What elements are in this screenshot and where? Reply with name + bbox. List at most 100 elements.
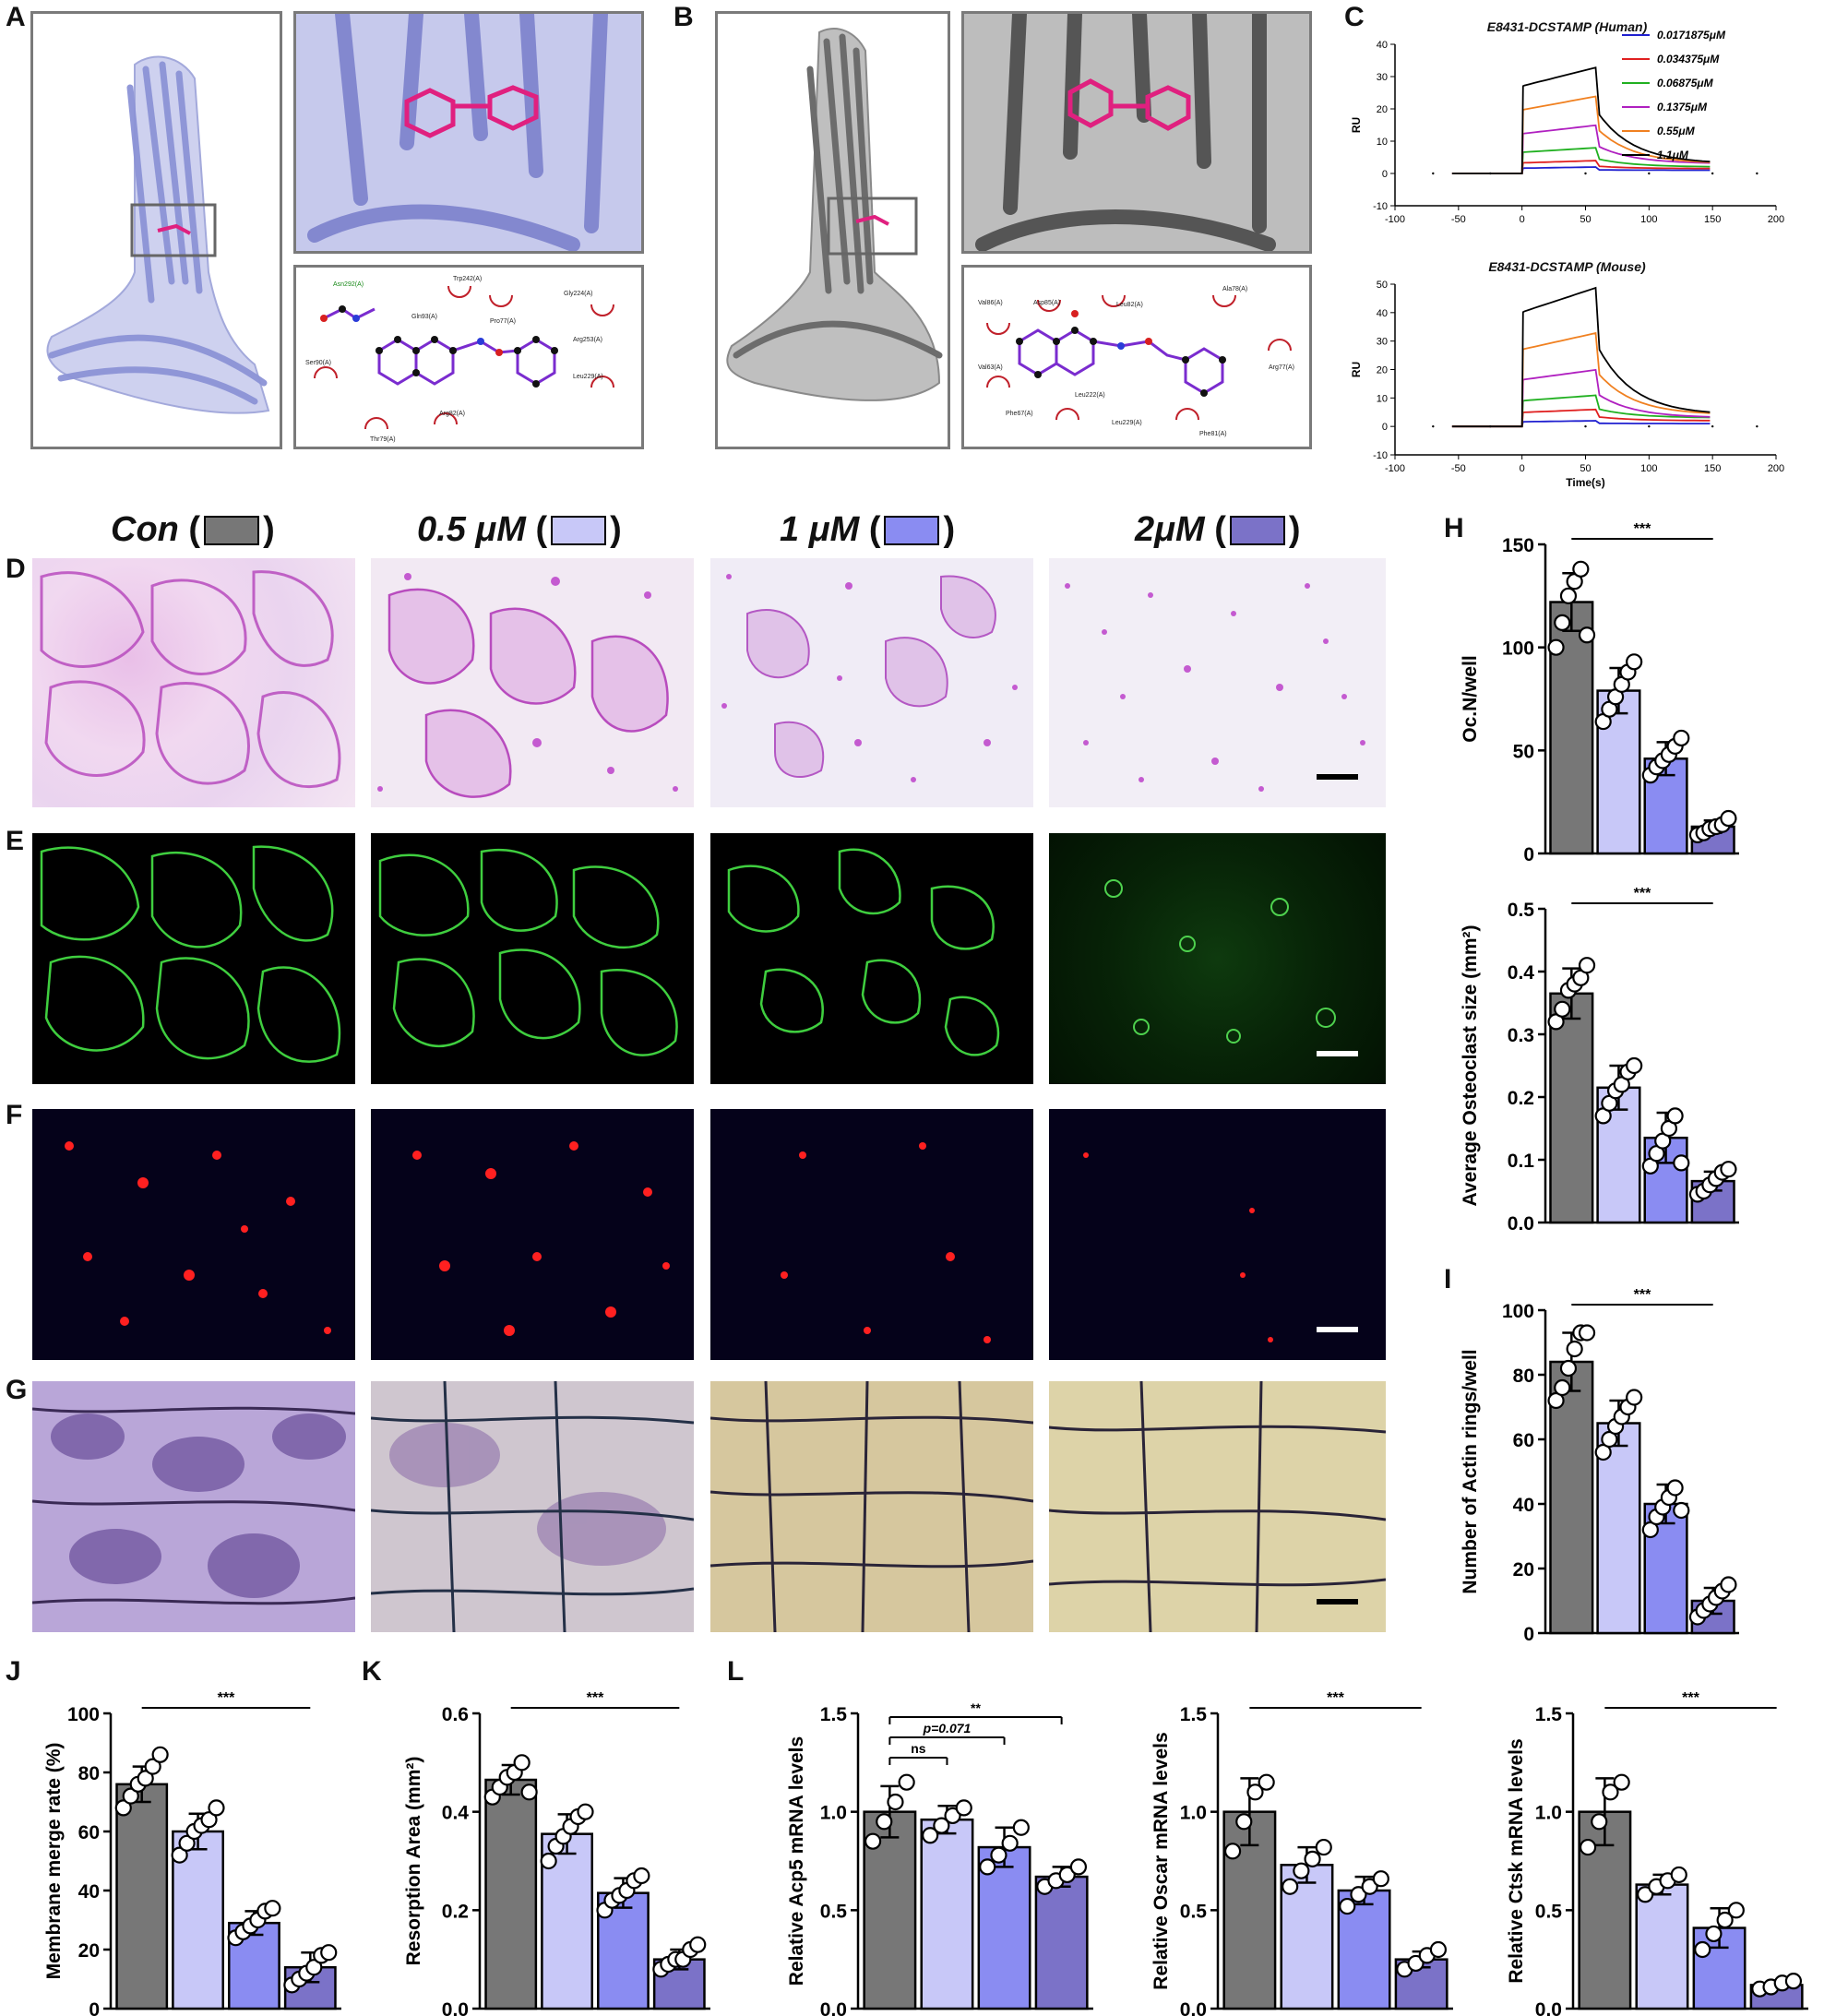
residue-label: Asn292(A): [333, 281, 364, 288]
data-point: [320, 1944, 338, 1962]
residue-label: Pro77(A): [490, 318, 516, 325]
protein-structure-human-full: [30, 11, 282, 449]
panel-label-e: E: [6, 826, 25, 856]
baseline-dot: [1711, 172, 1714, 175]
actin-image-2: [1049, 833, 1386, 1084]
data-point: [513, 1754, 531, 1771]
y-tick-label: 0.2: [442, 1901, 469, 1922]
residue-label: Gln93(A): [411, 314, 437, 320]
y-axis-label: RU: [1350, 362, 1363, 377]
legend-label: 0.06875μM: [1657, 77, 1714, 89]
y-tick-label: 0.4: [442, 1803, 470, 1824]
scale-bar: [1317, 774, 1358, 780]
sensorgram-line: [1451, 147, 1711, 174]
data-point: [1673, 1154, 1690, 1172]
x-tick-label: -100: [1385, 214, 1405, 225]
baseline-dot: [1489, 424, 1492, 428]
column-header-label: Con: [111, 510, 179, 549]
baseline-dot: [1584, 172, 1587, 175]
data-point: [922, 1827, 939, 1844]
actin-image-1: [710, 833, 1033, 1084]
y-tick-label: 100: [1502, 638, 1534, 660]
data-point: [1720, 1161, 1737, 1178]
x-tick-label: 50: [1580, 214, 1591, 225]
actin-image-con: [32, 833, 355, 1084]
data-point: [122, 1787, 139, 1805]
residue-label: Phe67(A): [1006, 411, 1033, 417]
y-tick-label: 20: [1377, 365, 1388, 376]
data-point: [520, 1783, 538, 1801]
data-point: [137, 1770, 154, 1787]
x-tick-label: -100: [1385, 463, 1405, 474]
data-point: [1429, 1940, 1448, 1959]
binding-pocket-human-zoom: [293, 11, 644, 254]
y-tick-label: 100: [1502, 1301, 1534, 1322]
data-point: [151, 1746, 169, 1763]
data-point: [577, 1803, 594, 1820]
residue-label: Leu229(A): [573, 374, 603, 380]
data-point: [1315, 1838, 1332, 1856]
column-header-05: 0.5 μM (): [417, 510, 622, 549]
y-tick-label: 0.5: [820, 1901, 848, 1922]
chart-title: E8431-DCSTAMP (Human): [1487, 19, 1648, 34]
trap-image-con: [32, 558, 355, 807]
y-tick-label: 40: [1513, 1495, 1534, 1516]
bar: [1635, 1883, 1689, 2010]
legend-swatch-2: [1229, 515, 1285, 545]
column-header-1: 1 μM (): [780, 510, 956, 549]
data-point: [944, 1807, 961, 1825]
data-point: [933, 1817, 950, 1834]
bar-chart-oscar: 0.0 0.5 1.0 1.5 Relative Oscar mRNA levels **…: [1150, 1690, 1453, 2016]
bar: [1549, 1360, 1594, 1635]
legend-swatch-05: [551, 515, 607, 545]
x-tick-label: 200: [1768, 214, 1784, 225]
data-point: [1304, 1850, 1321, 1867]
y-tick-label: 10: [1377, 137, 1388, 148]
y-tick-label: -10: [1373, 201, 1388, 212]
interaction-diagram-mouse: Val86(A) Asp85(A) Leu82(A) Ala78(A) Val6…: [961, 265, 1312, 449]
y-tick-label: 30: [1377, 72, 1388, 83]
fusion-image-05: [371, 1109, 694, 1360]
data-point: [898, 1773, 915, 1791]
sensorgram-line: [1451, 331, 1711, 428]
spr-chart-mouse: E8431-DCSTAMP (Mouse)-1001020304050-100-…: [1350, 259, 1784, 489]
panel-label-f: F: [6, 1100, 23, 1130]
legend-label: 0.0171875μM: [1657, 29, 1726, 42]
y-axis-label: Resorption Area (mm²): [403, 1757, 424, 1966]
data-point: [1784, 1973, 1803, 1990]
residue-label: Trp242(A): [453, 276, 482, 282]
y-tick-label: 100: [67, 1704, 100, 1725]
legend-swatch-1: [884, 515, 940, 545]
residue-label: Arg253(A): [573, 337, 602, 343]
data-point: [178, 1834, 196, 1852]
panel-label-k: K: [362, 1656, 382, 1687]
data-point: [1705, 1925, 1723, 1943]
interaction-diagram-human: Asn292(A) Trp242(A) Gly224(A) Gln93(A) P…: [293, 265, 644, 449]
data-point: [1223, 1843, 1242, 1860]
data-point: [1626, 1389, 1643, 1406]
data-point: [1572, 560, 1590, 578]
data-point: [1694, 1940, 1711, 1959]
data-point: [1626, 653, 1643, 671]
data-point: [1246, 1783, 1264, 1801]
panel-label-a: A: [6, 2, 26, 32]
y-tick-label: 0.2: [1508, 1088, 1534, 1109]
fusion-image-con: [32, 1109, 355, 1360]
y-tick-label: 0.0: [1508, 1213, 1534, 1235]
y-axis-label: Relative Ctsk mRNA levels: [1506, 1738, 1527, 1983]
residue-label: Leu82(A): [1116, 302, 1143, 308]
residue-label: Arg77(A): [1269, 364, 1294, 371]
y-axis-label: Relative Oscar mRNA levels: [1150, 1732, 1172, 1989]
panel-label-h: H: [1444, 513, 1464, 543]
y-tick-label: 0.6: [442, 1704, 469, 1725]
data-point: [887, 1793, 904, 1811]
residue-label: Thr79(A): [370, 436, 396, 443]
y-tick-label: 60: [1513, 1430, 1534, 1451]
significance-label: ns: [911, 1741, 926, 1756]
column-header-label: 2μM: [1135, 510, 1205, 549]
x-tick-label: 100: [1640, 463, 1657, 474]
data-point: [1666, 1479, 1684, 1497]
data-point: [1591, 1813, 1608, 1831]
data-point: [1720, 809, 1737, 828]
y-tick-label: 30: [1377, 337, 1388, 348]
